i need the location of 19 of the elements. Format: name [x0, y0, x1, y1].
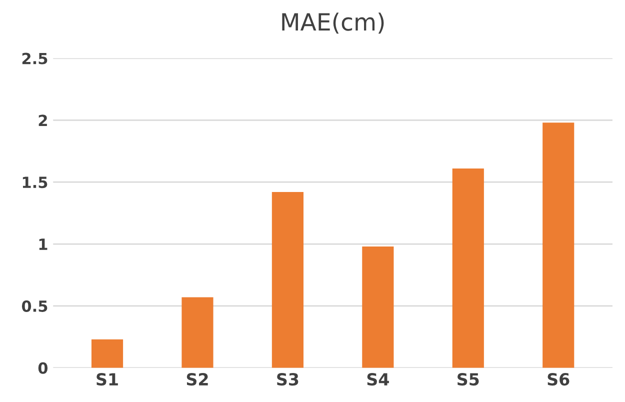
bar: [542, 122, 574, 368]
x-tick-label: S2: [186, 372, 208, 386]
y-tick-label: 2: [38, 114, 47, 126]
y-tick-label: 2.5: [22, 52, 48, 64]
x-tick-label: S3: [277, 372, 298, 386]
x-tick-label: S5: [458, 372, 479, 386]
y-tick-label: 0.5: [22, 300, 48, 312]
y-tick-label: 1.5: [22, 176, 48, 188]
x-tick-label: S1: [96, 372, 118, 386]
bar: [91, 339, 124, 368]
x-tick-label: S4: [367, 372, 389, 386]
bar: [272, 192, 304, 368]
bar: [182, 297, 214, 368]
bar: [452, 168, 484, 368]
x-tick-label: S6: [548, 372, 570, 386]
bar: [362, 246, 394, 368]
y-tick-label: 1: [39, 238, 48, 250]
y-tick-label: 0: [38, 362, 48, 374]
chart-title: MAE(cm): [282, 12, 384, 34]
